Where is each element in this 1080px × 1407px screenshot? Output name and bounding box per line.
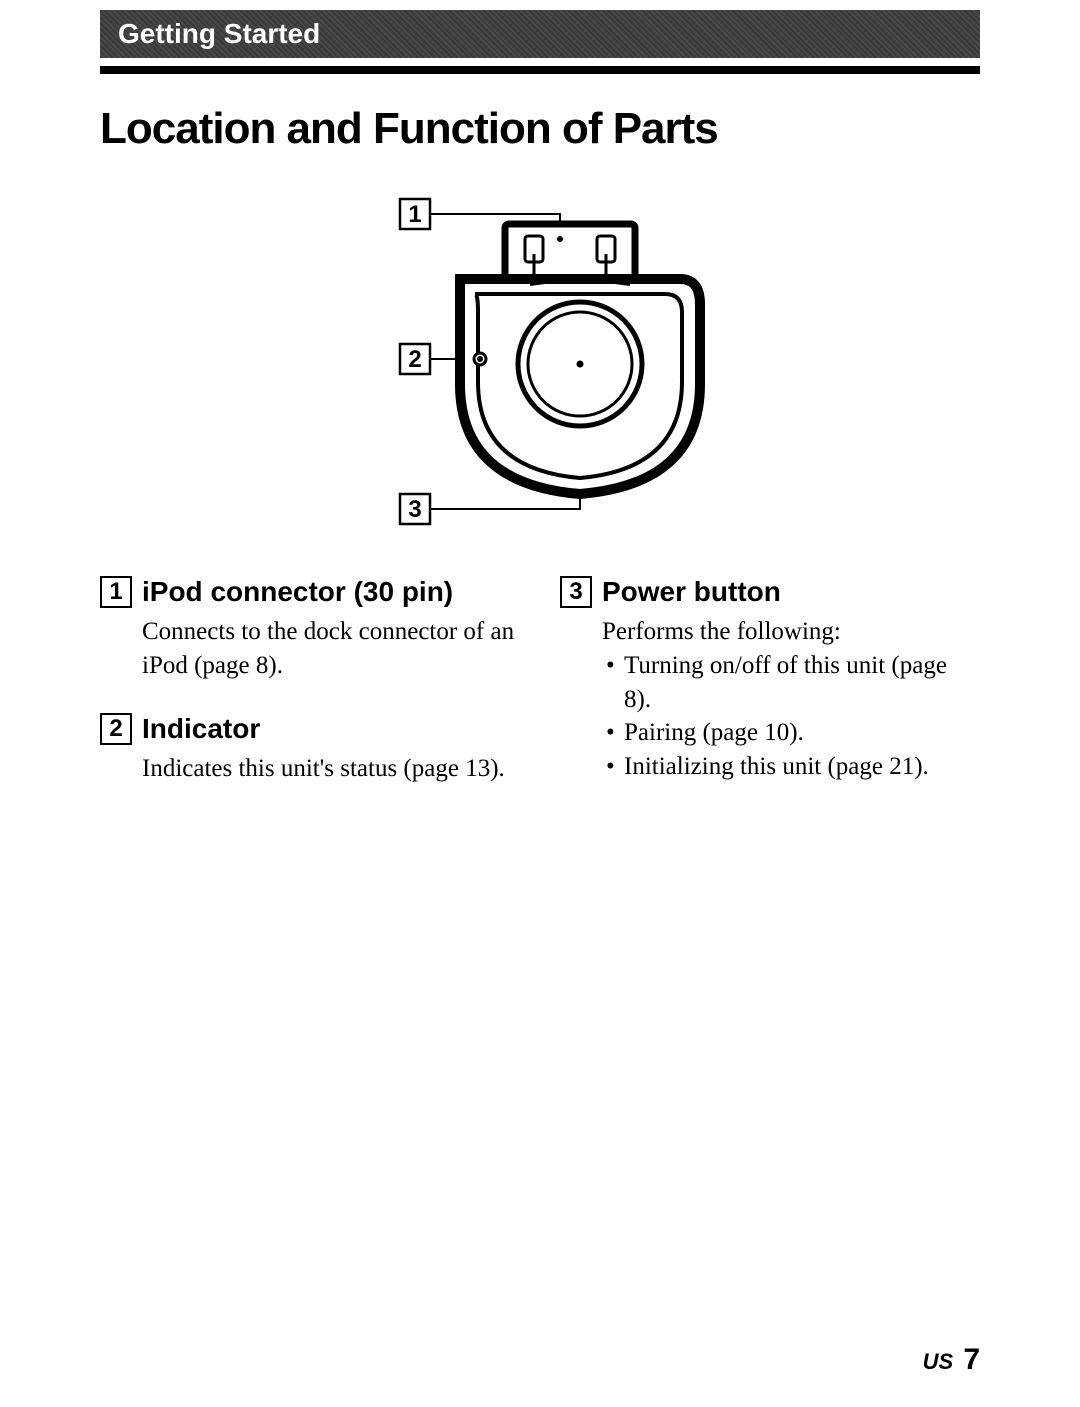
callout-1: 1 (408, 201, 421, 228)
part-3: 3 Power button Performs the following: T… (560, 574, 980, 784)
divider (100, 66, 980, 74)
part-3-bullet-0: Turning on/off of this unit (page 8). (602, 649, 980, 717)
part-3-bullet-1: Pairing (page 10). (602, 716, 980, 750)
page-title: Location and Function of Parts (100, 104, 980, 154)
part-3-list: Turning on/off of this unit (page 8). Pa… (602, 649, 980, 784)
section-header: Getting Started (100, 10, 980, 58)
part-3-bullet-2: Initializing this unit (page 21). (602, 750, 980, 784)
part-3-title: Power button (602, 574, 781, 609)
section-header-text: Getting Started (118, 18, 320, 49)
callout-2: 2 (408, 346, 421, 373)
parts-diagram: 1 2 3 (100, 184, 980, 544)
part-1-body: Connects to the dock connector of an iPo… (142, 615, 520, 683)
part-1-title: iPod connector (30 pin) (142, 574, 453, 609)
page-footer: US 7 (923, 1343, 980, 1377)
part-2: 2 Indicator Indicates this unit's status… (100, 711, 520, 786)
footer-region: US (923, 1349, 954, 1374)
part-3-body: Performs the following: Turning on/off o… (602, 615, 980, 784)
part-2-body: Indicates this unit's status (page 13). (142, 752, 520, 786)
part-2-heading: 2 Indicator (100, 711, 520, 746)
part-1: 1 iPod connector (30 pin) Connects to th… (100, 574, 520, 683)
num-box-1: 1 (100, 576, 132, 608)
part-3-intro: Performs the following: (602, 615, 980, 649)
num-box-2: 2 (100, 713, 132, 745)
part-1-heading: 1 iPod connector (30 pin) (100, 574, 520, 609)
callout-3: 3 (408, 496, 421, 523)
part-2-title: Indicator (142, 711, 260, 746)
right-column: 3 Power button Performs the following: T… (560, 574, 980, 813)
left-column: 1 iPod connector (30 pin) Connects to th… (100, 574, 520, 813)
parts-columns: 1 iPod connector (30 pin) Connects to th… (100, 574, 980, 813)
part-3-heading: 3 Power button (560, 574, 980, 609)
footer-page-number: 7 (963, 1343, 980, 1376)
num-box-3: 3 (560, 576, 592, 608)
